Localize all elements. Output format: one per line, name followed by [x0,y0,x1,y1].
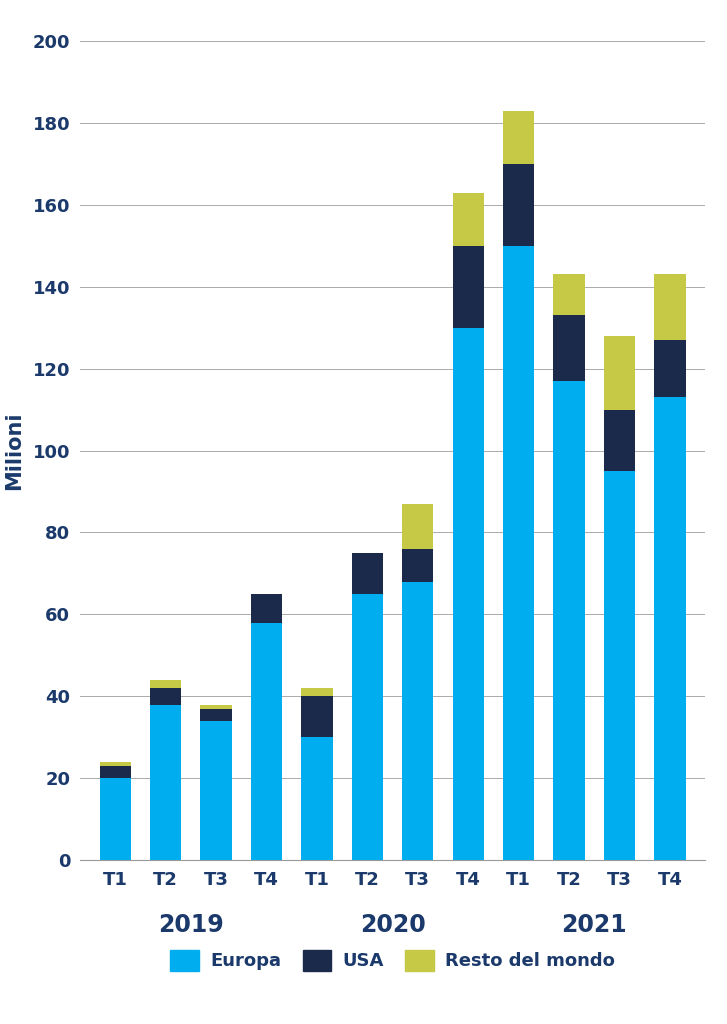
Bar [654,274,686,340]
Bar [402,549,433,582]
Bar [604,410,635,471]
Bar [301,688,332,696]
Bar [503,111,534,164]
Bar [201,705,232,709]
Bar [453,328,484,860]
Text: 2020: 2020 [360,913,425,937]
Bar [553,381,585,860]
Bar [100,778,131,860]
Bar [352,594,383,860]
Bar [553,315,585,381]
Bar [150,688,181,705]
Bar [251,594,282,623]
Bar [352,553,383,594]
Legend: Europa, USA, Resto del mondo: Europa, USA, Resto del mondo [163,943,622,978]
Bar [251,623,282,860]
Bar [553,274,585,315]
Bar [453,246,484,328]
Bar [654,340,686,397]
Bar [604,471,635,860]
Bar [301,696,332,737]
Bar [503,164,534,246]
Text: 2021: 2021 [561,913,627,937]
Bar [453,193,484,246]
Bar [402,504,433,549]
Bar [100,766,131,778]
Bar [201,721,232,860]
Bar [503,246,534,860]
Bar [654,397,686,860]
Bar [402,582,433,860]
Y-axis label: Milioni: Milioni [4,412,24,489]
Bar [100,762,131,766]
Bar [150,680,181,688]
Bar [604,336,635,410]
Bar [150,705,181,860]
Bar [301,737,332,860]
Bar [201,709,232,721]
Text: 2019: 2019 [158,913,224,937]
